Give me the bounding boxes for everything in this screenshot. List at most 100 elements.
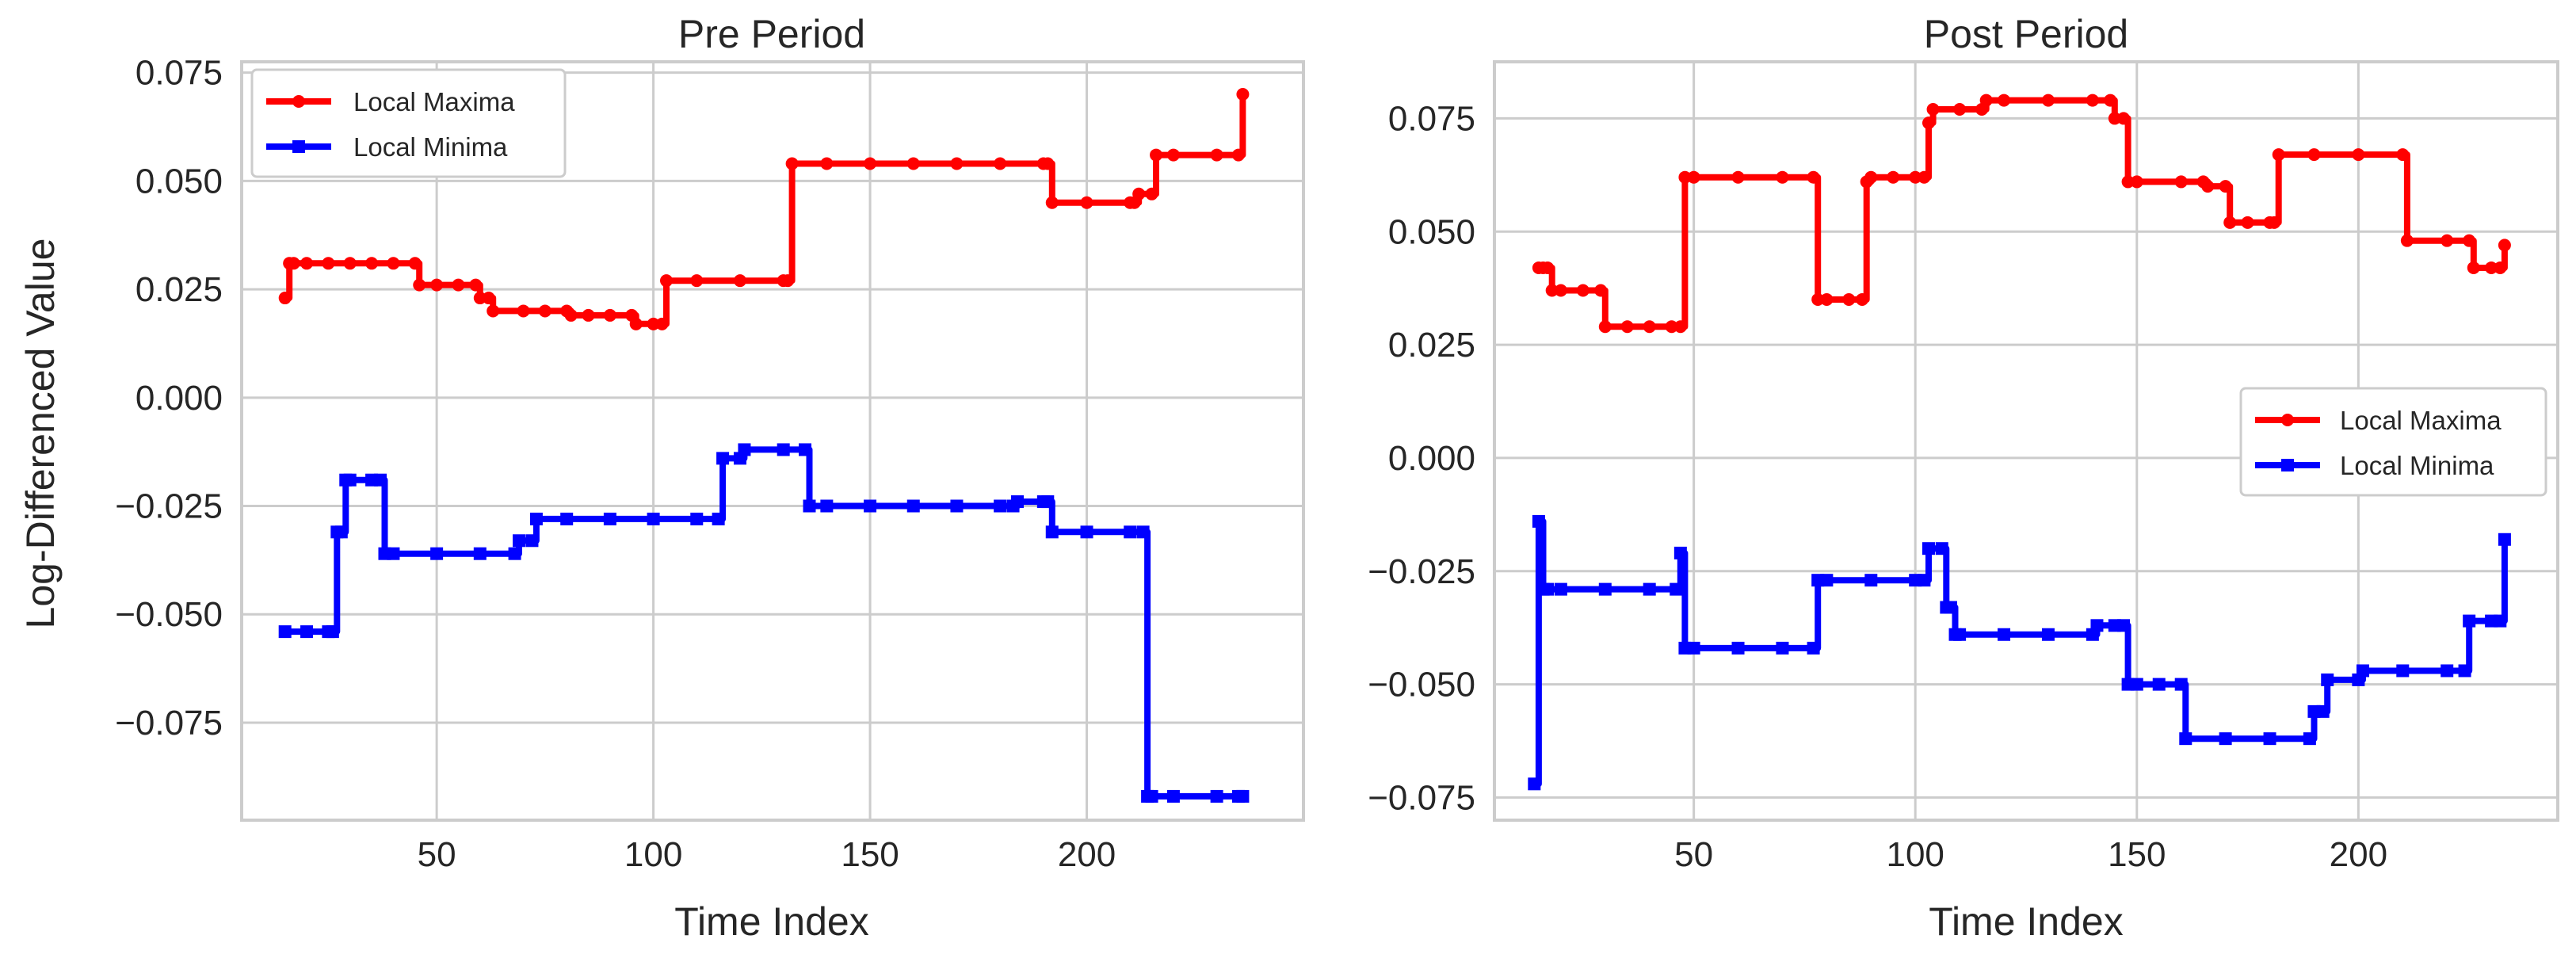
data-point <box>343 257 357 270</box>
data-point <box>1864 574 1878 587</box>
data-point <box>1807 641 1820 655</box>
data-point <box>300 257 314 270</box>
data-point <box>1545 284 1559 297</box>
data-point <box>1136 525 1150 539</box>
y-axis-label: Log-Differenced Value <box>18 239 63 629</box>
data-point <box>950 157 964 170</box>
plot-area <box>1528 94 2511 791</box>
data-point <box>2400 234 2414 247</box>
data-point <box>2104 94 2117 107</box>
data-point <box>785 157 799 170</box>
plot-frame <box>1493 60 2559 822</box>
data-point <box>1731 170 1745 184</box>
data-point <box>538 304 551 318</box>
data-point <box>603 308 616 322</box>
data-point <box>387 257 400 270</box>
x-tick-label: 150 <box>841 835 899 874</box>
y-tick-label: 0.000 <box>135 379 223 418</box>
data-point <box>2441 664 2454 678</box>
data-point <box>1145 187 1158 200</box>
data-point <box>487 304 500 318</box>
y-tick-label: 0.025 <box>135 270 223 309</box>
data-point <box>2041 94 2055 107</box>
legend: Local Maxima Local Minima <box>250 68 567 178</box>
data-point <box>2463 234 2476 247</box>
data-point <box>513 534 526 548</box>
data-point <box>1856 292 1869 306</box>
data-point <box>2086 94 2099 107</box>
data-point <box>2321 673 2334 686</box>
local-maxima-series <box>1532 94 2511 334</box>
data-point <box>2467 261 2480 274</box>
legend-box <box>2239 387 2547 497</box>
data-point <box>2219 180 2232 193</box>
legend-min-marker <box>2281 459 2294 471</box>
data-point <box>1594 284 1608 297</box>
data-point <box>647 512 660 525</box>
data-point <box>430 547 444 560</box>
data-point <box>629 317 643 330</box>
data-point <box>2117 112 2131 125</box>
data-point <box>738 443 751 456</box>
data-point <box>1541 261 1555 274</box>
data-point <box>1811 292 1825 306</box>
x-tick-label: 100 <box>1886 835 1944 874</box>
data-point <box>482 292 495 305</box>
data-point <box>413 278 426 292</box>
data-point <box>2179 732 2192 746</box>
data-point <box>1166 789 1180 803</box>
data-point <box>334 525 348 539</box>
data-point <box>1045 525 1059 539</box>
data-point <box>2174 175 2188 189</box>
data-point <box>712 512 725 525</box>
data-point <box>1041 495 1055 509</box>
data-point <box>2356 664 2369 678</box>
data-point <box>2307 148 2321 162</box>
data-point <box>2463 614 2476 628</box>
data-point <box>1541 582 1555 596</box>
data-point <box>1820 574 1834 587</box>
data-point <box>1041 157 1055 170</box>
data-point <box>1673 320 1687 334</box>
data-point <box>1080 525 1093 539</box>
data-point <box>1598 320 1612 334</box>
data-point <box>343 473 357 487</box>
data-point <box>1620 320 1634 334</box>
data-point <box>950 499 964 513</box>
data-point <box>803 499 816 513</box>
y-tick-label: −0.025 <box>1368 552 1475 591</box>
data-point <box>564 308 578 322</box>
data-point <box>2108 112 2121 125</box>
data-point <box>1922 542 1935 555</box>
series-line <box>1538 97 2508 330</box>
y-tick-label: 0.050 <box>135 162 223 200</box>
data-point <box>1145 789 1158 803</box>
data-point <box>387 547 400 560</box>
data-point <box>647 317 660 330</box>
data-point <box>287 257 300 270</box>
post-period-chart: Post Period Time Index 50 100 150 200 −0.075… <box>1368 12 2559 944</box>
y-tick-label: −0.050 <box>115 595 223 634</box>
x-tick-label: 200 <box>1058 835 1116 874</box>
data-point <box>2441 234 2454 247</box>
data-point <box>2316 704 2330 718</box>
data-point <box>473 547 487 560</box>
data-point <box>1820 292 1834 306</box>
y-tick-label: −0.075 <box>1368 778 1475 817</box>
data-point <box>777 443 790 456</box>
chart-title: Pre Period <box>678 12 865 56</box>
data-point <box>473 292 487 305</box>
data-point <box>1598 582 1612 596</box>
data-point <box>525 534 539 548</box>
y-tick-label: 0.075 <box>135 54 223 93</box>
data-point <box>716 452 730 465</box>
data-point <box>655 317 669 330</box>
data-point <box>278 292 292 305</box>
data-point <box>300 625 314 639</box>
data-point <box>864 499 877 513</box>
data-point <box>2494 261 2507 274</box>
data-point <box>820 157 834 170</box>
data-point <box>2272 148 2285 162</box>
pre-period-chart: Pre Period Time Index 50 100 150 200 −0.075 −… <box>115 12 1305 944</box>
